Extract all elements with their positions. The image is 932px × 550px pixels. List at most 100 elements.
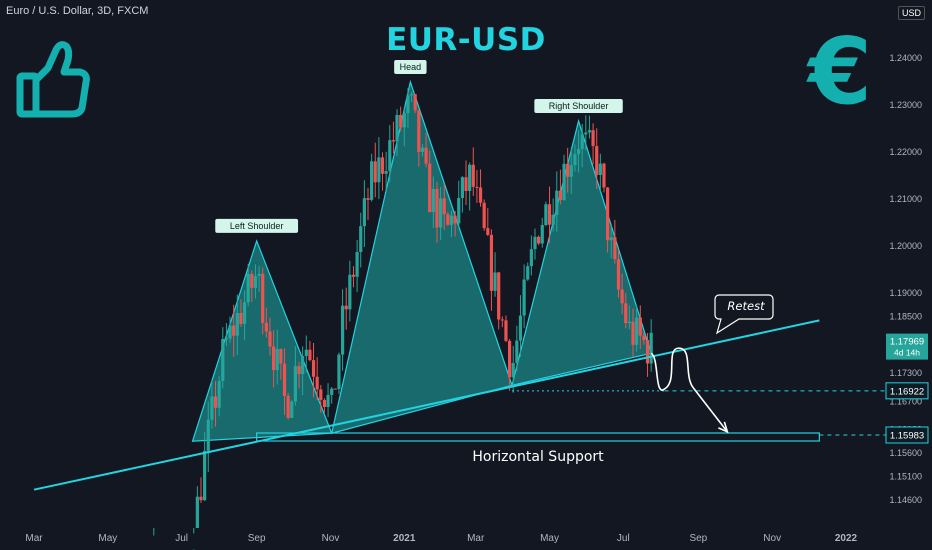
candle-body — [620, 289, 624, 304]
candle-body — [402, 113, 406, 128]
candle-body — [348, 274, 352, 310]
candle-body — [471, 164, 475, 187]
candle-body — [613, 237, 617, 260]
currency-button[interactable]: USD — [898, 6, 926, 20]
candle-body — [326, 394, 330, 407]
candle-body — [555, 190, 559, 215]
candle-body — [319, 389, 323, 400]
candle-body — [413, 94, 417, 111]
axes: Mar May Jul Sep Nov 2021 Mar May Jul Sep Nov 2022 1.… — [25, 53, 922, 544]
candle-body — [213, 396, 218, 408]
candle-body — [529, 249, 533, 267]
candle-body — [507, 340, 512, 378]
candle-body — [569, 165, 573, 177]
symbol-title[interactable]: Euro / U.S. Dollar, 3D, FXCM — [6, 5, 149, 17]
candle-body — [308, 349, 312, 361]
candle-body — [631, 321, 635, 345]
candle-body — [453, 215, 457, 224]
candle-body — [380, 157, 385, 174]
candle-body — [511, 362, 515, 378]
candle-body — [595, 146, 599, 176]
candle-body — [199, 496, 203, 501]
candle-body — [268, 331, 272, 347]
x-tick-label: Sep — [689, 533, 707, 544]
candle-body — [373, 161, 377, 183]
y-tick-label: 1.17300 — [889, 368, 922, 378]
candle-body — [424, 147, 428, 164]
candle-body — [635, 317, 639, 345]
level-tag — [885, 382, 929, 400]
y-tick-label: 1.14600 — [889, 495, 922, 505]
neckline-trendline — [33, 319, 820, 491]
y-tick-label: 1.22000 — [889, 147, 922, 157]
x-tick-label: May — [540, 533, 559, 544]
candle-body — [515, 340, 519, 363]
candle-body — [489, 234, 494, 291]
candle-body — [235, 312, 239, 336]
pattern-label-box — [534, 99, 623, 114]
candle-body — [584, 132, 588, 135]
y-tick-label: 1.15100 — [889, 472, 922, 482]
candle-body — [598, 163, 602, 176]
candle-body — [239, 312, 243, 324]
candle-body — [301, 356, 305, 375]
candle-body — [493, 272, 497, 291]
pattern-label: Head — [400, 62, 422, 72]
candle-body — [362, 198, 366, 227]
candle-body — [606, 187, 610, 241]
candle-body — [609, 237, 613, 241]
candle-body — [261, 273, 265, 323]
candle-body — [224, 338, 229, 340]
candle-body — [322, 399, 327, 407]
candle-body — [537, 236, 541, 244]
candle-body — [297, 366, 301, 375]
candle-body — [221, 338, 225, 381]
pattern-label-box — [394, 59, 427, 74]
y-tick-label: 1.21000 — [889, 194, 922, 204]
candle-body — [428, 163, 432, 213]
candle-body — [406, 95, 410, 114]
projection-arrowhead — [718, 421, 729, 434]
candle-body — [203, 450, 207, 501]
candle-body — [478, 187, 483, 203]
chart-title: EUR-USD — [386, 22, 546, 58]
candle-body — [391, 140, 396, 142]
candle-body — [257, 273, 261, 277]
candle-body — [395, 114, 399, 142]
x-tick-label: Jul — [175, 533, 188, 544]
candle-body — [638, 317, 642, 336]
candle-body — [311, 360, 316, 377]
candle-body — [282, 363, 287, 396]
candle-body — [624, 303, 628, 324]
candle-body — [504, 320, 508, 341]
current-price-tag — [886, 333, 928, 360]
candle-body — [275, 349, 279, 371]
head-area — [330, 79, 513, 435]
candle-body — [359, 226, 363, 253]
candle-body — [522, 279, 526, 316]
x-tick-label: 2021 — [393, 533, 416, 544]
current-price-countdown: 4d 14h — [894, 348, 920, 358]
candle-body — [351, 274, 356, 277]
x-tick-label: Mar — [467, 533, 485, 544]
candle-body — [304, 349, 308, 357]
candle-body — [279, 349, 283, 364]
candle-body — [464, 177, 468, 192]
candle-body — [333, 388, 337, 390]
candle-body — [551, 214, 555, 225]
candle-body — [482, 202, 486, 229]
candle-body — [573, 154, 577, 166]
candle-body — [475, 186, 479, 188]
candle-body — [435, 188, 439, 228]
candle-body — [399, 114, 403, 128]
candle-body — [500, 319, 504, 321]
candle-body — [388, 140, 392, 172]
thumbs-up-icon — [14, 38, 92, 125]
candle-body — [366, 198, 370, 200]
candle-body — [616, 259, 621, 290]
candle-body — [377, 157, 381, 183]
y-tick-label: 1.19000 — [889, 288, 922, 298]
retest-label: Retest — [727, 299, 765, 313]
candle-body — [250, 273, 254, 288]
